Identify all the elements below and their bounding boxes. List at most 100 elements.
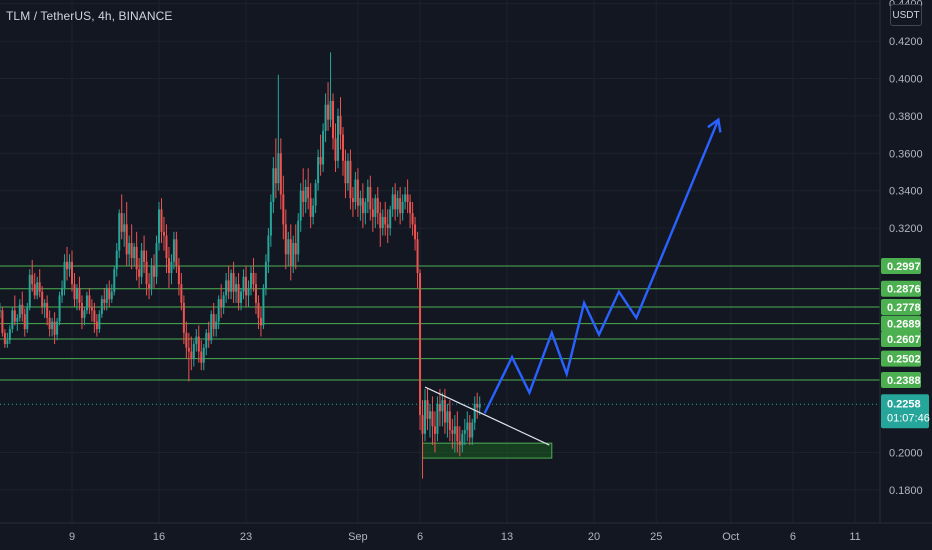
candle-body (225, 280, 228, 296)
candle-body (150, 265, 153, 288)
candle (26, 302, 29, 333)
candle (274, 138, 277, 199)
candle (264, 254, 267, 296)
candle-body (431, 411, 434, 427)
price-tick-label: 0.3200 (889, 223, 923, 235)
candle (175, 231, 178, 273)
candle (324, 93, 327, 143)
candle (0, 302, 1, 318)
candle-body (138, 269, 141, 277)
level-tag-box (881, 330, 921, 347)
candle-body (409, 201, 412, 214)
level-tag-label: 0.2997 (887, 261, 921, 273)
candle-body (322, 130, 325, 165)
candle-body (165, 235, 168, 259)
candle (187, 332, 190, 382)
candle (396, 190, 399, 217)
candle-body (162, 231, 165, 236)
candle-body (217, 299, 220, 322)
candle (334, 123, 337, 172)
candle-body (369, 186, 372, 210)
candle-body (282, 194, 285, 225)
candle-body (41, 291, 44, 307)
price-tick-label: 0.3600 (889, 148, 923, 160)
candle-body (16, 317, 19, 322)
candle (247, 280, 250, 307)
candle (354, 172, 357, 210)
candle (230, 269, 233, 300)
candle-body (461, 433, 464, 446)
candle (252, 258, 255, 292)
candle (85, 291, 88, 315)
candle-body (478, 404, 481, 408)
candle-body (8, 329, 11, 341)
candle (207, 321, 210, 348)
price-tick-label: 0.2000 (889, 448, 923, 460)
candle (376, 186, 379, 225)
candle (41, 286, 44, 315)
candle (31, 259, 34, 292)
candle (105, 284, 108, 311)
candle-body (356, 179, 359, 206)
candle-body (73, 284, 76, 300)
candle-body (143, 250, 146, 262)
candle-body (192, 344, 195, 359)
candle-body (187, 347, 190, 352)
candle (61, 280, 64, 303)
candle (103, 287, 106, 311)
candle (195, 329, 198, 352)
candle (220, 284, 223, 318)
time-tick-label: Oct (722, 531, 739, 543)
candle-body (61, 287, 64, 296)
candle (177, 258, 180, 296)
candle-body (254, 284, 257, 303)
candle (155, 235, 158, 285)
level-tag-box (881, 280, 921, 297)
candle-body (120, 213, 123, 232)
candle-body (292, 243, 295, 266)
candle-body (379, 213, 382, 229)
candle (456, 411, 459, 453)
candle (240, 287, 243, 311)
candle (217, 295, 220, 330)
candle-body (466, 422, 469, 431)
candle (426, 388, 429, 431)
candle-body (476, 403, 479, 408)
time-axis[interactable]: 9 16 23 Sep 6 13 20 25 Oct 6 11 (69, 531, 861, 543)
candle-body (103, 299, 106, 303)
candle-body (197, 336, 200, 352)
candle-body (155, 243, 158, 277)
candle (302, 168, 305, 217)
currency-button[interactable]: USDT (890, 4, 922, 26)
current-price-countdown: 01:07:46 (887, 412, 930, 424)
candle (359, 190, 362, 221)
candle (148, 272, 151, 300)
candle-body (299, 190, 302, 221)
candle-body (269, 201, 272, 236)
candle-body (339, 115, 342, 135)
candle-body (118, 213, 121, 251)
candle (299, 183, 302, 232)
candle (406, 179, 409, 214)
candle-body (182, 302, 185, 333)
candle-body (443, 400, 446, 423)
candle (468, 415, 471, 446)
level-tag: 0.2689 (881, 315, 921, 332)
candle (297, 213, 300, 262)
candle-body (28, 274, 31, 307)
candle-body (202, 347, 205, 363)
candle (317, 149, 320, 191)
time-tick-label: 9 (69, 531, 75, 543)
candle-body (287, 239, 290, 255)
level-tag: 0.2607 (881, 330, 921, 347)
candle-body (436, 403, 439, 434)
candle (374, 194, 377, 229)
candle (58, 291, 61, 326)
candle (6, 332, 9, 348)
candle (227, 265, 230, 300)
candle (366, 179, 369, 214)
candle-body (123, 224, 126, 232)
candle (287, 231, 290, 266)
candle-body (38, 282, 41, 292)
